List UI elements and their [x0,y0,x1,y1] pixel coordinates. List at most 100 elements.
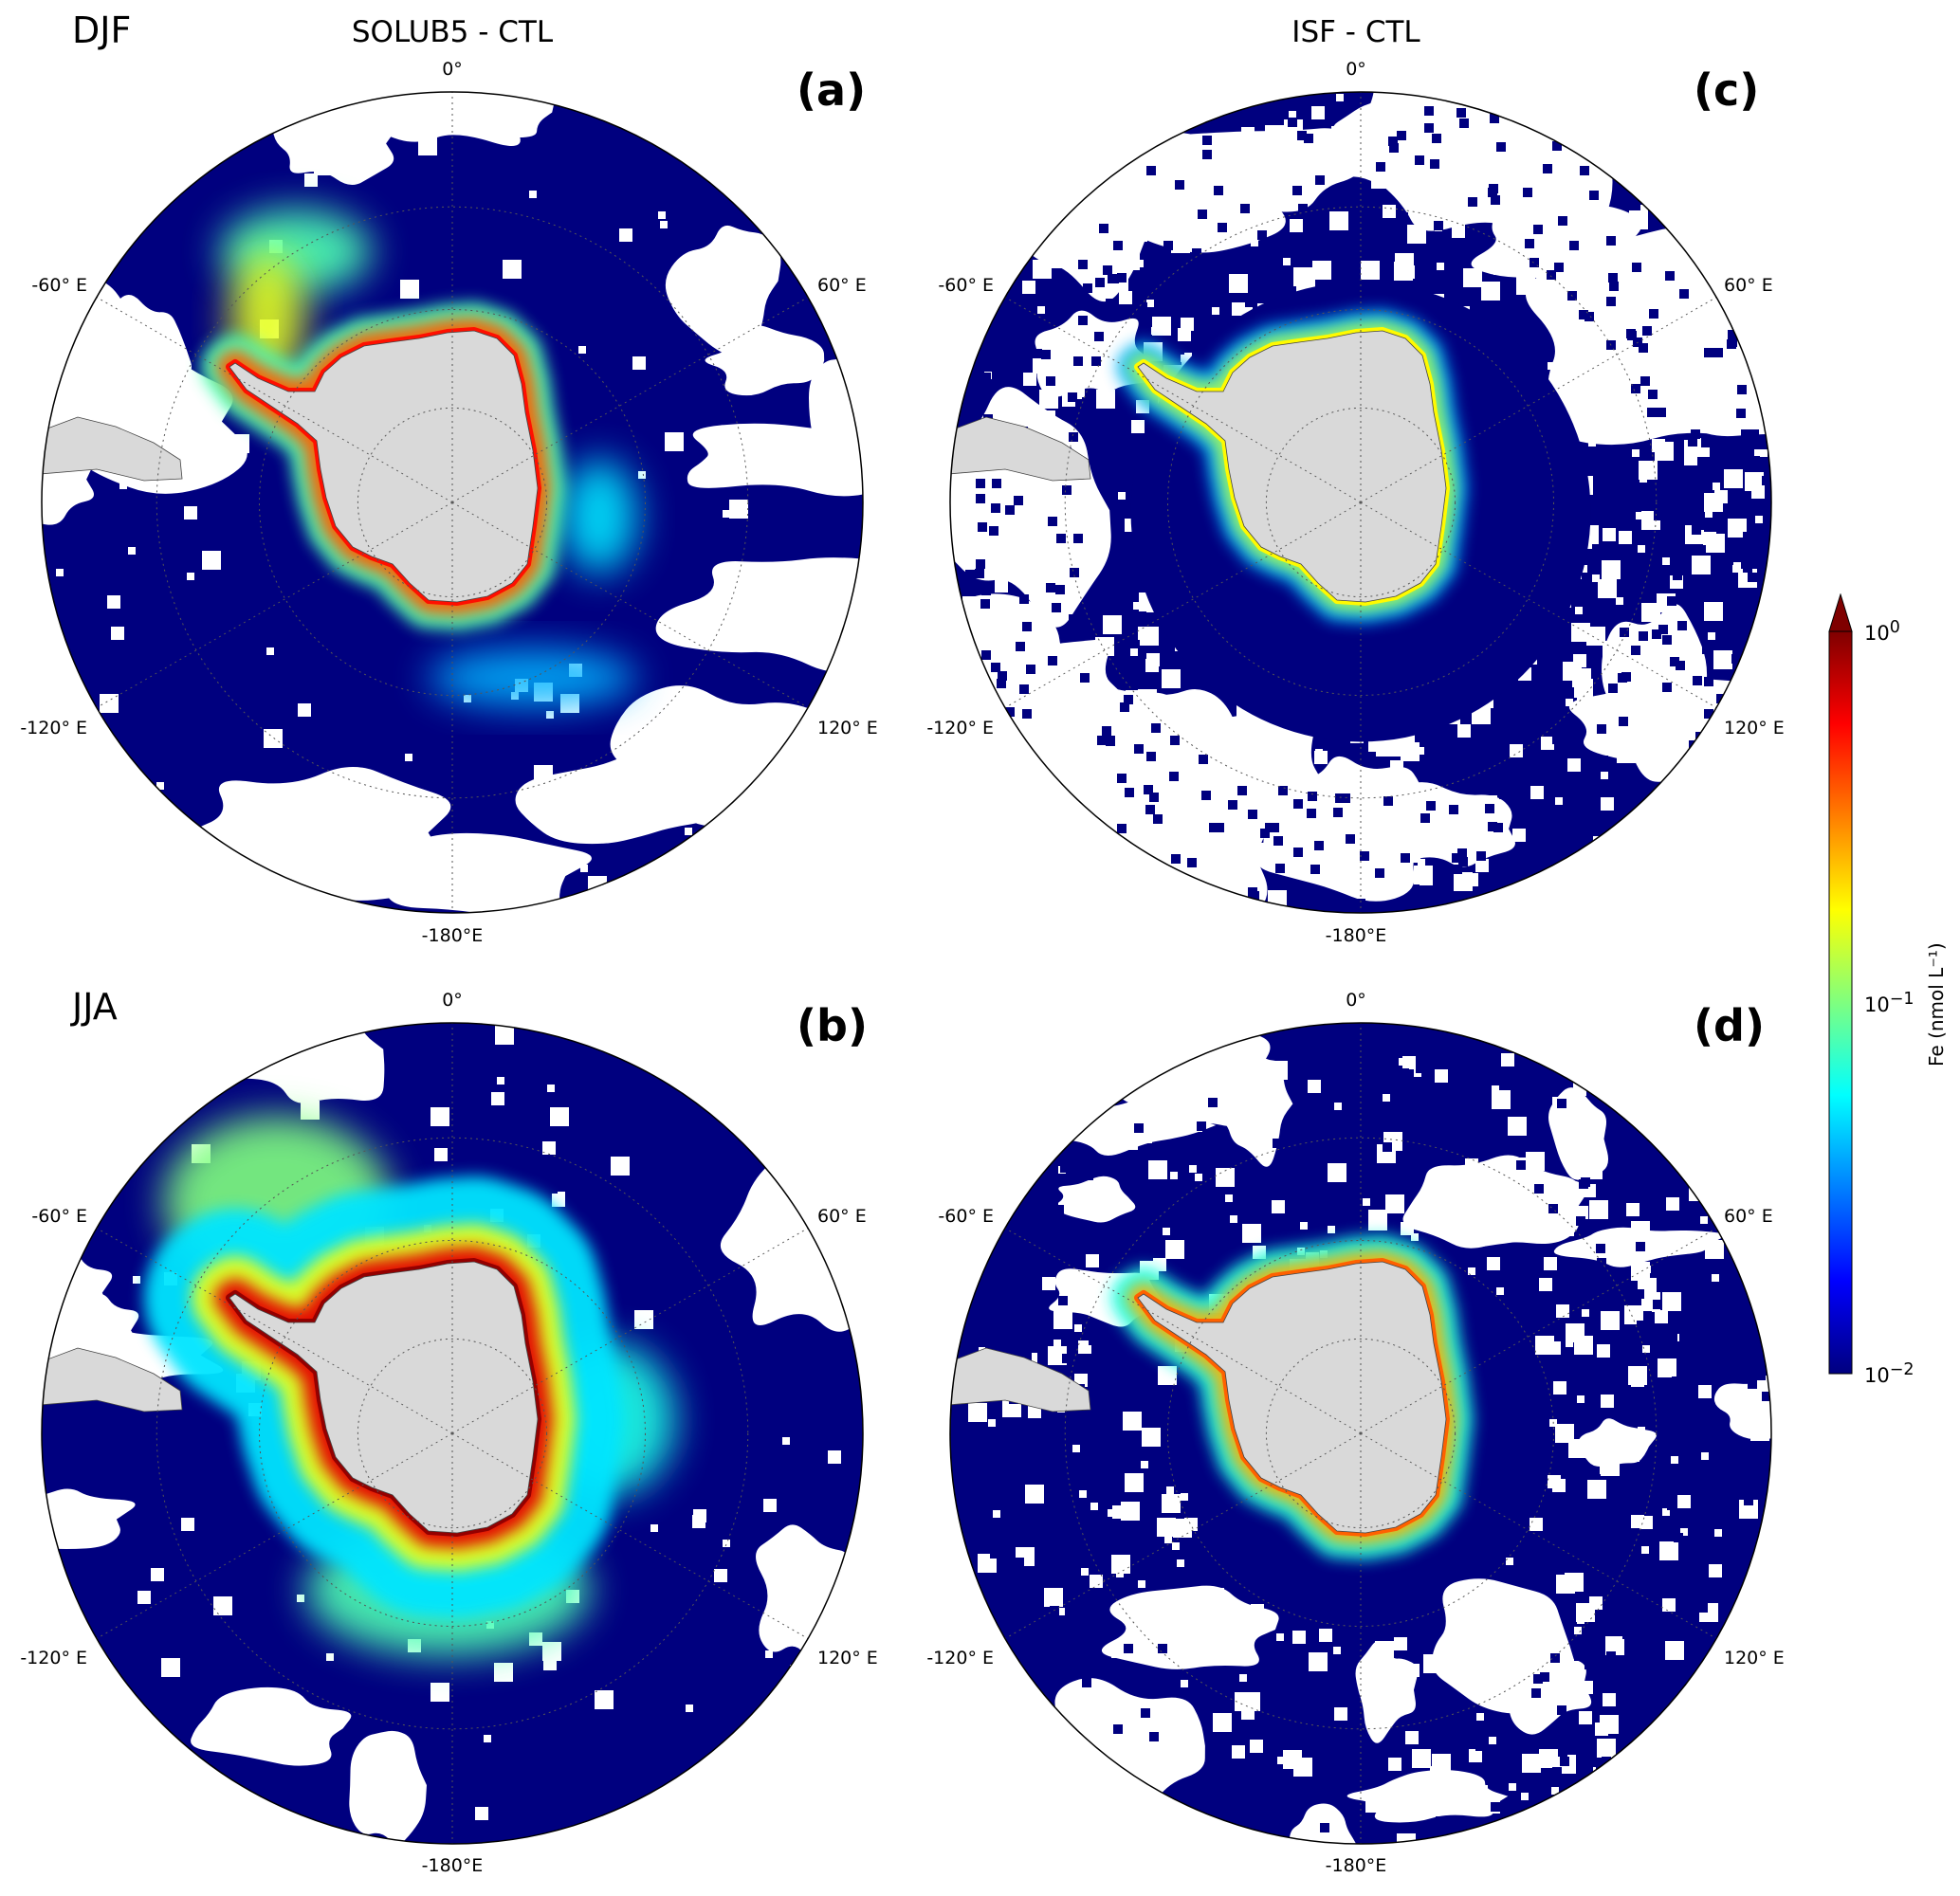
lon-label-upperleft-d: -60° E [938,1206,994,1227]
ocean-cell [1144,785,1153,794]
zero-change-cell [721,428,728,435]
ocean-cell [1602,1757,1611,1766]
zero-change-cell [1403,1687,1411,1695]
south-america-land [950,1347,1091,1413]
zero-change-patch [665,225,781,359]
zero-change-cell [1078,1340,1091,1354]
zero-change-cell [1663,1296,1676,1309]
graticule [1004,1023,1717,1844]
ocean-cell [1626,329,1636,338]
ocean-cell [1762,1392,1771,1401]
zero-change-cell [1627,432,1635,440]
zero-change-patch [1355,1641,1418,1743]
ocean-cell [1620,628,1629,637]
zero-change-cell [1539,1749,1558,1768]
ocean-cell [1024,317,1034,326]
lon-label-top-c: 0° [1346,59,1366,80]
ocean-cell [1502,1818,1511,1828]
zero-change-cell [686,1705,693,1712]
ocean-cell [1314,841,1324,850]
ocean-cell [1356,899,1365,908]
zero-change-patch [1346,1770,1509,1823]
zero-change-cell [1530,1518,1543,1531]
zero-change-cell [1396,793,1403,800]
zero-change-cell [580,865,588,872]
ocean-cell [1442,1828,1452,1837]
zero-change-cell [1511,262,1518,269]
ocean-cell [1758,457,1768,466]
ocean-cell [1305,1792,1314,1801]
zero-change-cell [1639,461,1658,480]
zero-change-cell [1177,1559,1184,1567]
zero-change-cell [1677,1495,1691,1508]
ocean-cell [1055,305,1065,315]
ocean-cell [965,570,975,579]
ocean-cell [1224,1782,1234,1792]
ocean-cell [1434,221,1443,230]
zero-change-cell [1096,390,1115,409]
zero-change-cell [1336,94,1344,101]
zero-change-cell [1417,747,1424,755]
ocean-cell [1500,778,1510,788]
ocean-cell [1606,761,1616,771]
ocean-cell [1700,471,1710,481]
zero-change-cell [611,1157,630,1176]
ocean-cell [1110,309,1120,319]
zero-change-cell [429,888,448,907]
ocean-cell [1476,851,1486,861]
ocean-cell [1293,848,1303,857]
ocean-cell [1351,1728,1361,1738]
ocean-cell [1728,330,1737,339]
ocean-cell [1015,1558,1024,1567]
zero-change-cell [1172,1542,1180,1550]
zero-change-cell [763,1499,777,1512]
ocean-cell [989,526,998,536]
ocean-cell [1304,134,1313,143]
ocean-cell [1548,1204,1558,1213]
zero-change-cell [1412,1749,1431,1768]
ocean-cell [1070,568,1079,577]
zero-change-cell [1325,132,1338,145]
ocean-cell [1751,557,1761,567]
zero-change-cell [1385,815,1393,823]
ocean-cell [1547,270,1556,280]
ocean-cell [1145,805,1155,814]
ocean-cell [1584,757,1593,766]
colorbar-extend-arrow [1828,593,1853,632]
ocean-cell [1635,1289,1644,1299]
ocean-cell [1019,684,1029,694]
zero-change-cell [1432,1754,1451,1773]
zero-change-cell [1600,1715,1619,1734]
zero-change-cell [1031,717,1038,724]
zero-change-cell [1022,281,1035,294]
zero-change-cell [1423,1654,1442,1673]
map-boundary [949,1022,1772,1845]
meridian-line [1360,1432,1717,1639]
ocean-cell [1677,621,1687,630]
ocean-cell [1019,1436,1029,1446]
ocean-cell [1007,1458,1017,1468]
zero-change-cell [1584,272,1597,285]
zero-change-cell [1597,1739,1616,1758]
zero-change-cell [1555,1217,1574,1236]
ocean-cell [1060,1163,1070,1173]
ocean-cell [1052,603,1061,612]
ocean-cell [1073,534,1083,543]
ocean-cell [1294,902,1304,912]
meridian-line [1360,297,1717,503]
ocean-cell [1026,665,1035,674]
zero-change-cell [1245,307,1253,315]
zero-change-cell [1121,251,1140,270]
zero-change-cell [1588,439,1596,447]
zero-change-cell [1383,205,1396,218]
zero-change-cell [1331,126,1339,134]
zero-change-cell [1146,653,1160,666]
ocean-cell [1060,1448,1070,1457]
zero-change-cell [1547,247,1566,266]
zero-change-cell [152,344,159,352]
zero-change-cell [1659,1541,1678,1560]
ocean-cell [1523,188,1532,197]
zero-change-cell [1543,228,1562,246]
zero-change-cell [1092,786,1100,793]
map-panel-a [41,91,864,914]
